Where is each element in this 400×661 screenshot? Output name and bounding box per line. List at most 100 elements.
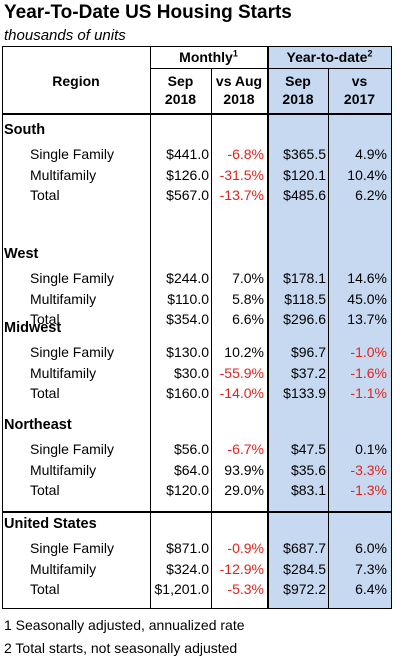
sep-2018-cell: $64.0 bbox=[173, 461, 209, 478]
sep-2018-cell: $120.0 bbox=[166, 482, 209, 498]
ytd-sep-2018-cell: $687.7 bbox=[283, 540, 326, 556]
vs-2017-cell: 45.0% bbox=[347, 290, 387, 307]
page-subtitle: thousands of units bbox=[4, 27, 126, 44]
vs-2017-cell: 6.4% bbox=[355, 581, 387, 597]
vs-aug-2018-cell: 29.0% bbox=[224, 482, 264, 498]
footnote-2: 2 Total starts, not seasonally adjusted bbox=[4, 640, 238, 656]
sep-2018-cell: $126.0 bbox=[166, 166, 209, 183]
row-label: Multifamily bbox=[30, 290, 97, 307]
row-label: Single Family bbox=[30, 540, 115, 556]
vs-2017-cell: 0.1% bbox=[355, 441, 387, 457]
vs-2017-cell: 13.7% bbox=[347, 311, 387, 327]
vs-aug-2018-cell: -31.5% bbox=[219, 166, 264, 183]
ytd-highlight bbox=[267, 46, 391, 608]
ytd-sep-2018-cell: $365.5 bbox=[283, 146, 326, 162]
monthly-header-underline bbox=[150, 68, 392, 69]
sep-2018-cell: $130.0 bbox=[166, 344, 209, 360]
row-label: Single Family bbox=[30, 441, 115, 457]
col-vs-aug-header: vs Aug 2018 bbox=[215, 73, 263, 107]
row-label: Single Family bbox=[30, 270, 115, 286]
ytd-sep-2018-cell: $284.5 bbox=[283, 560, 326, 577]
section-header: Northeast bbox=[4, 417, 72, 433]
sep-2018-cell: $110.0 bbox=[167, 290, 209, 307]
vs-2017-cell: 10.4% bbox=[347, 166, 387, 183]
vs-2017-cell: -3.3% bbox=[350, 461, 387, 478]
sep-2018-cell: $567.0 bbox=[166, 187, 209, 203]
footnote-1: 1 Seasonally adjusted, annualized rate bbox=[4, 617, 245, 633]
vs-2017-cell: 7.3% bbox=[355, 560, 387, 577]
right-border bbox=[391, 46, 392, 609]
row-label: Total bbox=[30, 581, 60, 597]
vs-aug-2018-cell: -6.7% bbox=[227, 441, 264, 457]
col-sep-2018-header: Sep 2018 bbox=[164, 73, 197, 107]
vs-aug-2018-cell: -13.7% bbox=[219, 187, 264, 203]
sep-2018-cell: $441.0 bbox=[166, 146, 209, 162]
row-label: Multifamily bbox=[30, 560, 97, 577]
sep-2018-cell: $354.0 bbox=[166, 311, 209, 327]
row-label: Single Family bbox=[30, 146, 115, 162]
left-border bbox=[2, 46, 3, 609]
vs-aug-2018-cell: -6.8% bbox=[227, 146, 264, 162]
row-label: Total bbox=[30, 311, 60, 327]
sep-2018-cell: $324.0 bbox=[166, 560, 209, 577]
vs-aug-2018-cell: -0.9% bbox=[227, 540, 264, 556]
vs-2017-cell: 6.2% bbox=[355, 187, 387, 203]
ytd-sep-2018-cell: $83.1 bbox=[290, 482, 326, 498]
region-divider bbox=[150, 46, 151, 609]
col-ytd-sep-header: Sep 2018 bbox=[282, 73, 314, 107]
vs-aug-2018-cell: 5.8% bbox=[232, 290, 264, 307]
ytd-sep-2018-cell: $133.9 bbox=[283, 385, 326, 401]
ytd-sep-2018-cell: $47.5 bbox=[290, 441, 326, 457]
section-header: South bbox=[4, 122, 46, 138]
col-divider-3 bbox=[328, 68, 329, 609]
ytd-sep-2018-cell: $120.1 bbox=[283, 166, 326, 183]
section-header: West bbox=[4, 246, 39, 262]
vs-aug-2018-cell: -14.0% bbox=[219, 385, 264, 401]
row-label: Total bbox=[30, 385, 60, 401]
sep-2018-cell: $1,201.0 bbox=[154, 581, 210, 597]
col-vs-2017-header: vs 2017 bbox=[343, 73, 376, 107]
monthly-header: Monthly1 bbox=[179, 48, 238, 65]
ytd-sep-2018-cell: $296.6 bbox=[283, 311, 326, 327]
ytd-sep-2018-cell: $96.7 bbox=[290, 344, 326, 360]
table-top-border bbox=[2, 46, 392, 47]
sep-2018-cell: $160.0 bbox=[166, 385, 209, 401]
row-label: Total bbox=[30, 482, 60, 498]
vs-2017-cell: -1.6% bbox=[350, 364, 387, 381]
ytd-header: Year-to-date2 bbox=[286, 48, 373, 65]
vs-2017-cell: 14.6% bbox=[347, 270, 387, 286]
col-divider-1 bbox=[211, 68, 212, 609]
vs-aug-2018-cell: -12.9% bbox=[219, 560, 264, 577]
ytd-sep-2018-cell: $485.6 bbox=[283, 187, 326, 203]
ytd-sep-2018-cell: $972.2 bbox=[283, 581, 326, 597]
vs-aug-2018-cell: -55.9% bbox=[219, 364, 264, 381]
vs-aug-2018-cell: 7.0% bbox=[232, 270, 264, 286]
page-title: Year-To-Date US Housing Starts bbox=[4, 2, 292, 23]
row-label: Total bbox=[30, 187, 60, 203]
sep-2018-cell: $244.0 bbox=[166, 270, 209, 286]
ytd-divider bbox=[267, 46, 269, 609]
row-label: Multifamily bbox=[30, 364, 97, 381]
section-header: Midwest bbox=[4, 320, 62, 336]
vs-2017-cell: 6.0% bbox=[355, 540, 387, 556]
vs-2017-cell: -1.0% bbox=[350, 344, 387, 360]
ytd-sep-2018-cell: $35.6 bbox=[290, 461, 326, 478]
vs-2017-cell: -1.1% bbox=[350, 385, 387, 401]
ytd-sep-2018-cell: $178.1 bbox=[283, 270, 326, 286]
table-bottom-border bbox=[2, 608, 392, 609]
vs-aug-2018-cell: 6.6% bbox=[232, 311, 264, 327]
sep-2018-cell: $30.0 bbox=[173, 364, 209, 381]
row-label: Multifamily bbox=[30, 461, 97, 478]
region-header: Region bbox=[52, 73, 100, 89]
row-label: Multifamily bbox=[30, 166, 97, 183]
header-bottom-border bbox=[2, 113, 392, 115]
vs-aug-2018-cell: 10.2% bbox=[224, 344, 264, 360]
ytd-sep-2018-cell: $118.5 bbox=[284, 290, 326, 307]
vs-aug-2018-cell: 93.9% bbox=[224, 461, 264, 478]
vs-2017-cell: 4.9% bbox=[355, 146, 387, 162]
sep-2018-cell: $56.0 bbox=[173, 441, 209, 457]
section-divider bbox=[2, 511, 392, 513]
ytd-sep-2018-cell: $37.2 bbox=[290, 364, 326, 381]
sep-2018-cell: $871.0 bbox=[166, 540, 209, 556]
section-header: United States bbox=[4, 516, 97, 532]
